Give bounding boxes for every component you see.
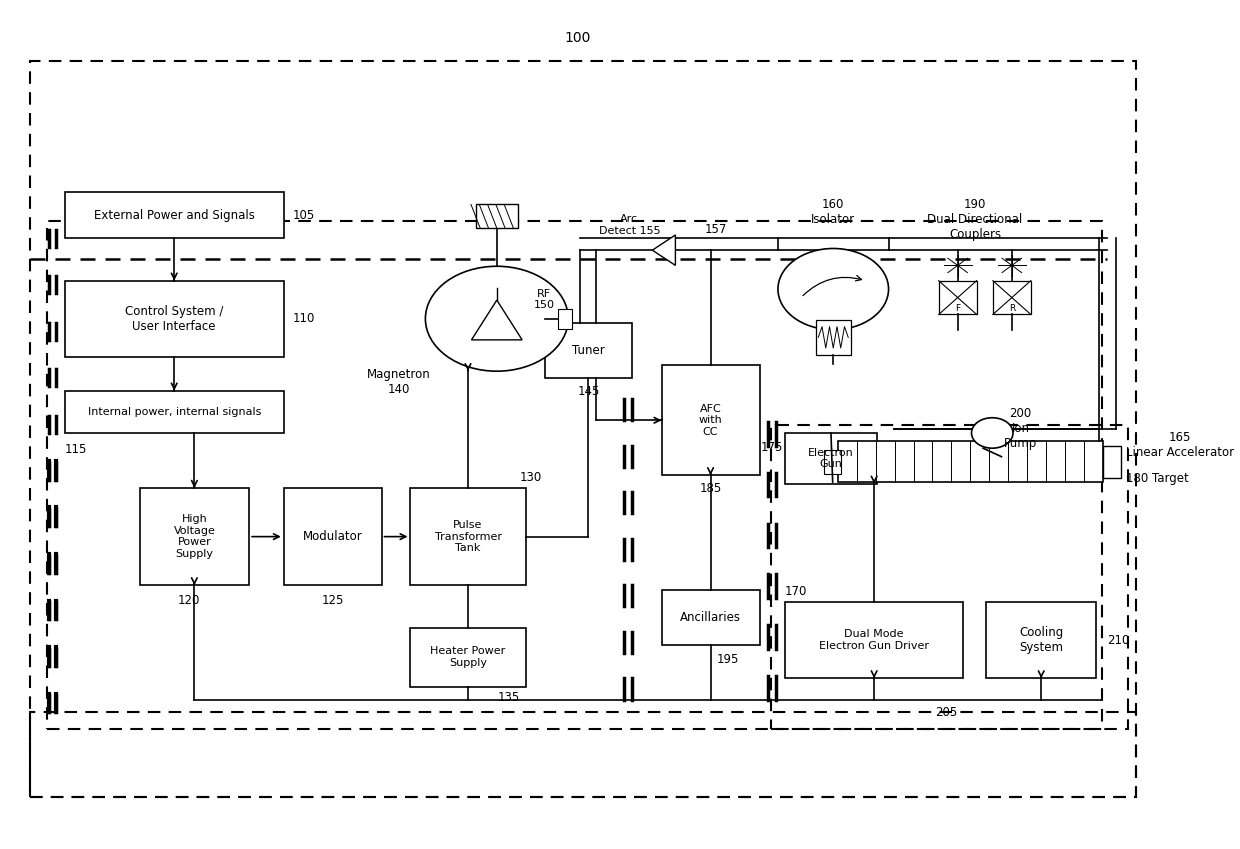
Text: Cooling
System: Cooling System <box>1019 627 1064 655</box>
Text: 120: 120 <box>177 593 200 607</box>
Text: 185: 185 <box>699 482 722 495</box>
Text: 210: 210 <box>1107 634 1130 647</box>
Bar <box>771 424 1128 729</box>
Text: Internal power, internal signals: Internal power, internal signals <box>88 407 260 417</box>
Text: 160
Isolator: 160 Isolator <box>811 198 856 226</box>
Text: 205: 205 <box>935 706 957 719</box>
Text: Magnetron
140: Magnetron 140 <box>367 368 430 396</box>
Bar <box>410 488 526 585</box>
Text: 157: 157 <box>704 222 727 236</box>
Text: 200
Ion
Pump: 200 Ion Pump <box>1003 408 1037 450</box>
Bar <box>558 308 572 329</box>
Text: 105: 105 <box>293 209 315 222</box>
Bar <box>662 365 760 475</box>
Polygon shape <box>652 235 676 266</box>
Polygon shape <box>471 300 522 340</box>
Bar <box>993 281 1030 314</box>
Text: 110: 110 <box>293 312 315 325</box>
Bar <box>816 319 851 355</box>
Text: 130: 130 <box>520 470 542 484</box>
Text: 180 Target: 180 Target <box>1126 472 1189 485</box>
Circle shape <box>971 418 1013 448</box>
Bar <box>662 589 760 644</box>
Bar <box>64 391 284 433</box>
Bar <box>987 602 1096 678</box>
Bar <box>785 433 877 484</box>
Text: R: R <box>1008 304 1016 312</box>
Text: 190
Dual Directional
Couplers: 190 Dual Directional Couplers <box>928 198 1023 241</box>
Bar <box>64 281 284 357</box>
Text: Tuner: Tuner <box>572 344 605 357</box>
Text: Pulse
Transformer
Tank: Pulse Transformer Tank <box>434 520 501 554</box>
Bar <box>1102 446 1121 478</box>
Text: 115: 115 <box>64 443 87 456</box>
Bar <box>284 488 382 585</box>
Bar <box>939 281 977 314</box>
Bar <box>785 602 963 678</box>
Text: 125: 125 <box>321 593 343 607</box>
Circle shape <box>425 267 568 371</box>
Text: AFC
with
CC: AFC with CC <box>698 403 723 437</box>
Bar <box>838 441 1102 482</box>
Bar <box>410 627 526 687</box>
Bar <box>825 450 841 474</box>
Bar <box>30 712 1136 797</box>
Bar <box>30 60 1136 797</box>
Text: High
Voltage
Power
Supply: High Voltage Power Supply <box>174 514 216 559</box>
Text: Ancillaries: Ancillaries <box>680 610 742 623</box>
Text: Heater Power
Supply: Heater Power Supply <box>430 646 506 668</box>
Text: Arc
Detect 155: Arc Detect 155 <box>599 214 660 236</box>
Text: Electron
Gun: Electron Gun <box>808 447 854 469</box>
Bar <box>64 192 284 239</box>
Bar <box>140 488 249 585</box>
Text: 135: 135 <box>497 691 520 704</box>
Text: External Power and Signals: External Power and Signals <box>94 209 254 222</box>
Text: 195: 195 <box>717 653 739 666</box>
Text: 175: 175 <box>760 441 782 454</box>
Circle shape <box>777 249 889 329</box>
Text: 145: 145 <box>578 385 600 397</box>
Text: F: F <box>955 304 960 312</box>
Bar <box>546 323 631 378</box>
Text: 100: 100 <box>564 31 590 45</box>
Text: Dual Mode
Electron Gun Driver: Dual Mode Electron Gun Driver <box>820 629 929 651</box>
Text: RF
150: RF 150 <box>533 289 554 310</box>
Text: Modulator: Modulator <box>303 530 362 543</box>
Bar <box>47 222 1101 729</box>
Text: 170: 170 <box>785 585 807 598</box>
Bar <box>476 205 517 228</box>
Text: Control System /
User Interface: Control System / User Interface <box>125 305 223 333</box>
Text: 165
Linear Accelerator: 165 Linear Accelerator <box>1126 430 1234 458</box>
